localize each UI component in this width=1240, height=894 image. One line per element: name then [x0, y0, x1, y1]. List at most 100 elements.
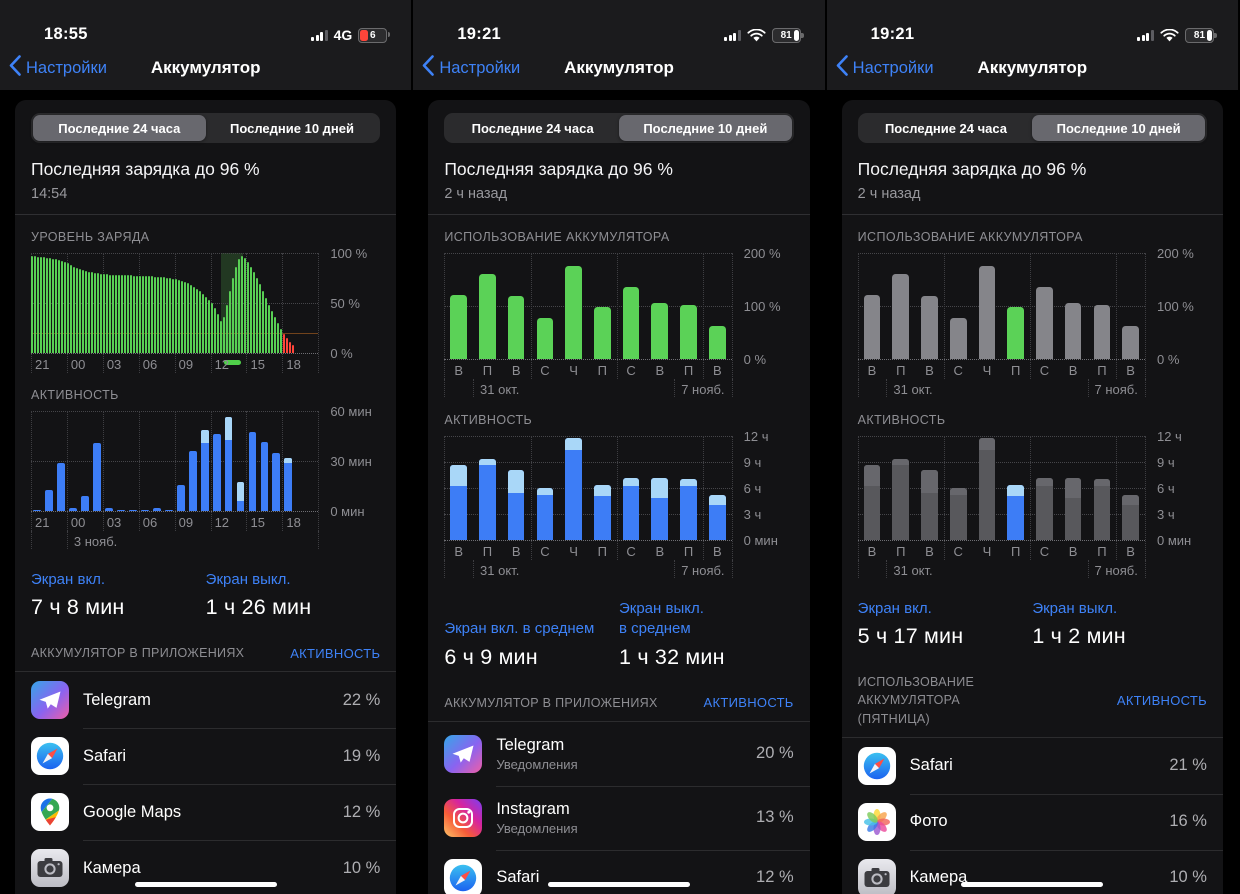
chart-plot[interactable]: [857, 253, 1146, 397]
back-button[interactable]: Настройки: [422, 55, 520, 81]
chart-bar[interactable]: [180, 281, 183, 353]
activity-chart[interactable]: АКТИВНОСТЬ 12 ч 9 ч 6 ч 3 ч 0 мин В П В С Ч П С В П В 31…: [444, 413, 793, 579]
chart-plot[interactable]: [444, 253, 733, 397]
chart-bar[interactable]: [177, 280, 180, 353]
chart-bar[interactable]: [450, 295, 468, 359]
chart-bar[interactable]: [174, 279, 177, 353]
chart-bar[interactable]: [248, 431, 257, 511]
chart-plot[interactable]: [31, 411, 320, 549]
tab-last-24-hours[interactable]: Последние 24 часа: [33, 115, 206, 141]
chart-bar[interactable]: [1064, 478, 1082, 540]
chart-bar[interactable]: [201, 294, 204, 353]
chart-bar[interactable]: [949, 317, 967, 359]
home-indicator[interactable]: [961, 882, 1104, 887]
chart-bar[interactable]: [198, 291, 201, 353]
app-row[interactable]: Google Maps 12 %: [15, 784, 397, 840]
chart-bar[interactable]: [144, 276, 148, 353]
chart-bar[interactable]: [58, 260, 61, 353]
chart-bar[interactable]: [246, 262, 249, 353]
chart-bar[interactable]: [234, 267, 237, 353]
chart-bar[interactable]: [159, 277, 162, 353]
chart-bar[interactable]: [153, 277, 157, 353]
chart-bar[interactable]: [1093, 304, 1111, 359]
chart-bar[interactable]: [207, 300, 210, 353]
chart-bar[interactable]: [111, 275, 115, 353]
activity-toggle-link[interactable]: АКТИВНОСТЬ: [1116, 692, 1207, 708]
chart-bar[interactable]: [479, 458, 496, 540]
chart-bar[interactable]: [92, 443, 101, 511]
chart-bar[interactable]: [978, 437, 996, 540]
chart-bar[interactable]: [892, 274, 910, 359]
chart-bar[interactable]: [117, 275, 121, 353]
chart-bar[interactable]: [46, 258, 49, 353]
scroll-content[interactable]: Последние 24 часа Последние 10 дней Посл…: [413, 90, 824, 894]
chart-bar[interactable]: [680, 304, 697, 359]
chart-bar[interactable]: [284, 457, 293, 511]
chart-bar[interactable]: [129, 275, 133, 353]
chart-bar[interactable]: [261, 291, 264, 353]
chart-bar[interactable]: [1093, 479, 1111, 540]
tab-last-10-days[interactable]: Последние 10 дней: [230, 120, 354, 136]
app-row[interactable]: Instagram Уведомления 13 %: [428, 785, 810, 850]
chart-bar[interactable]: [264, 298, 267, 353]
chart-plot[interactable]: [444, 436, 733, 578]
chart-bar[interactable]: [1122, 494, 1139, 540]
chart-bar[interactable]: [171, 279, 174, 353]
chart-bar[interactable]: [76, 268, 79, 353]
chart-bar[interactable]: [279, 329, 282, 353]
chart-bar[interactable]: [186, 283, 189, 353]
app-row[interactable]: Telegram 22 %: [15, 672, 396, 728]
chart-bar[interactable]: [949, 488, 967, 540]
back-button[interactable]: Настройки: [9, 55, 107, 81]
chart-bar[interactable]: [273, 317, 276, 353]
back-button[interactable]: Настройки: [836, 55, 934, 81]
chart-bar[interactable]: [622, 287, 640, 359]
chart-bar[interactable]: [213, 308, 216, 353]
chart-bar[interactable]: [594, 485, 611, 540]
chart-bar[interactable]: [536, 317, 554, 359]
chart-bar[interactable]: [1007, 485, 1024, 540]
home-indicator[interactable]: [547, 882, 690, 887]
chart-bar[interactable]: [708, 326, 726, 359]
chart-bar[interactable]: [147, 276, 151, 353]
chart-bar[interactable]: [219, 321, 222, 353]
chart-bar[interactable]: [651, 478, 669, 540]
chart-bar[interactable]: [1007, 307, 1024, 359]
chart-bar[interactable]: [200, 430, 209, 511]
chart-bar[interactable]: [97, 273, 100, 353]
chart-bar[interactable]: [150, 276, 154, 353]
chart-bar[interactable]: [224, 417, 233, 511]
chart-bar[interactable]: [565, 437, 582, 540]
chart-bar[interactable]: [188, 451, 197, 511]
chart-bar[interactable]: [272, 452, 281, 511]
chart-bar[interactable]: [103, 274, 106, 353]
chart-bar[interactable]: [288, 342, 291, 353]
chart-bar[interactable]: [141, 276, 145, 353]
chart-bar[interactable]: [34, 256, 37, 353]
chart-bar[interactable]: [216, 314, 219, 353]
chart-bar[interactable]: [91, 272, 94, 353]
chart-bar[interactable]: [237, 259, 240, 353]
chart-bar[interactable]: [276, 323, 279, 353]
chart-bar[interactable]: [33, 509, 41, 511]
chart-bar[interactable]: [152, 507, 161, 511]
chart-bar[interactable]: [222, 317, 225, 353]
chart-bar[interactable]: [40, 257, 43, 353]
chart-plot[interactable]: [857, 436, 1146, 578]
app-row[interactable]: Камера 10 %: [842, 849, 1224, 894]
chart-bar[interactable]: [120, 275, 124, 353]
tab-last-10-days[interactable]: Последние 10 дней: [1032, 115, 1205, 141]
chart-bar[interactable]: [88, 272, 91, 353]
chart-bar[interactable]: [225, 305, 228, 353]
chart-bar[interactable]: [507, 469, 525, 540]
chart-bar[interactable]: [210, 303, 213, 353]
chart-bar[interactable]: [82, 270, 85, 353]
chart-bar[interactable]: [291, 345, 294, 353]
chart-bar[interactable]: [165, 278, 168, 353]
chart-bar[interactable]: [168, 278, 171, 353]
chart-bar[interactable]: [622, 477, 640, 540]
chart-bar[interactable]: [138, 276, 142, 353]
scroll-content[interactable]: Последние 24 часа Последние 10 дней Посл…: [0, 90, 411, 894]
chart-bar[interactable]: [126, 275, 130, 353]
chart-bar[interactable]: [100, 274, 103, 353]
